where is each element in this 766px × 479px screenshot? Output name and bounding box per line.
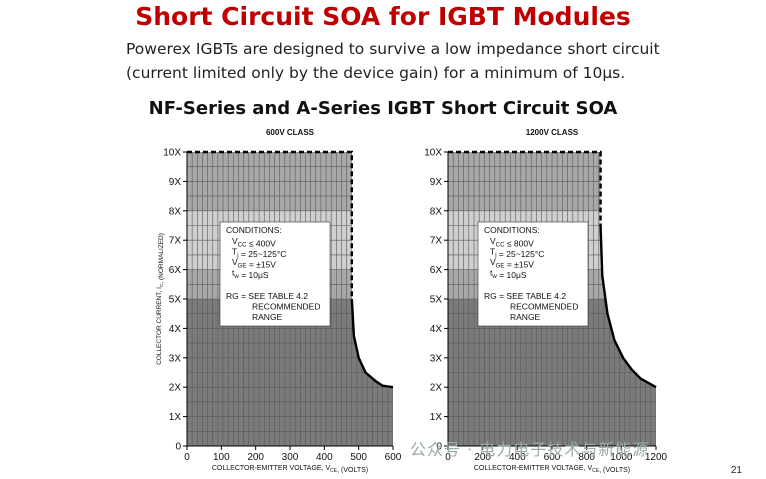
y-tick-label: 3X xyxy=(430,353,443,364)
y-tick-label: 3X xyxy=(169,353,182,364)
x-tick-label: 400 xyxy=(509,452,526,463)
conditions-box xyxy=(477,221,589,327)
conditions-heading: CONDITIONS: xyxy=(226,225,282,235)
y-tick-label: 8X xyxy=(430,206,443,217)
slide-title: Short Circuit SOA for IGBT Modules xyxy=(135,2,631,31)
y-tick-label: 9X xyxy=(169,177,182,188)
chart-group-title: NF-Series and A-Series IGBT Short Circui… xyxy=(148,98,618,119)
x-tick-label: 500 xyxy=(350,452,367,463)
soa-limit-curve xyxy=(599,225,657,389)
soa-chart-2: 0 1X 2X 3X 4X 5X 6X 7X 8X 9X 10X 0 200 400 600 800 1000 1… xyxy=(424,128,667,474)
rg-note-line: RECOMMENDED xyxy=(510,302,578,312)
soa-chart-1: 0 1X 2X 3X 4X 5X 6X 7X 8X 9X 10X 0 100 200 300 400 500 60… xyxy=(156,128,402,474)
y-tick-label: 0 xyxy=(436,442,442,453)
y-tick-label: 5X xyxy=(430,295,443,306)
y-tick-label: 4X xyxy=(169,324,182,335)
x-tick-label: 300 xyxy=(282,452,299,463)
condition-line: tw = 10μS xyxy=(490,268,527,281)
soa-limit-dashed xyxy=(187,150,353,299)
conditions-box xyxy=(219,221,331,327)
y-tick-label: 7X xyxy=(430,236,443,247)
y-tick-label: 6X xyxy=(430,265,443,276)
rg-note-line: RECOMMENDED xyxy=(252,302,320,312)
intro-line-1: Powerex IGBTs are designed to survive a … xyxy=(126,40,660,58)
condition-line: Tj = 25~125°C xyxy=(490,247,544,260)
x-tick-label: 800 xyxy=(578,452,595,463)
condition-line: VGE = ±15V xyxy=(232,257,276,270)
y-tick-label: 2X xyxy=(169,383,182,394)
y-tick-label: 4X xyxy=(430,324,443,335)
rg-note-line: RG = SEE TABLE 4.2 xyxy=(226,291,308,301)
rg-note-line: RANGE xyxy=(252,312,283,322)
x-tick-label: 100 xyxy=(213,452,230,463)
x-tick-label: 0 xyxy=(445,452,451,463)
y-tick-label: 7X xyxy=(169,236,182,247)
y-tick-label: 10X xyxy=(424,148,442,159)
chart-title: 600V CLASS xyxy=(266,128,315,137)
x-tick-label: 600 xyxy=(385,452,402,463)
soa-limit-curve xyxy=(350,298,394,389)
y-tick-label: 2X xyxy=(430,383,443,394)
x-axis-label: COLLECTOR-EMITTER VOLTAGE, VCE, (VOLTS) xyxy=(474,465,630,474)
x-tick-label: 0 xyxy=(184,452,190,463)
chart-title: 1200V CLASS xyxy=(526,128,579,137)
x-tick-label: 1000 xyxy=(610,452,633,463)
x-tick-label: 400 xyxy=(316,452,333,463)
y-tick-label: 0 xyxy=(175,442,181,453)
condition-line: VCC ≤ 800V xyxy=(490,236,534,249)
rg-note-line: RG = SEE TABLE 4.2 xyxy=(484,291,566,301)
x-axis-label: COLLECTOR-EMITTER VOLTAGE, VCE, (VOLTS) xyxy=(212,465,368,474)
y-tick-label: 10X xyxy=(163,148,181,159)
y-tick-label: 8X xyxy=(169,206,182,217)
conditions-heading: CONDITIONS: xyxy=(484,225,540,235)
page-number: 21 xyxy=(730,465,742,476)
y-tick-label: 1X xyxy=(169,412,182,423)
intro-line-2: (current limited only by the device gain… xyxy=(126,64,626,82)
x-tick-label: 1200 xyxy=(645,452,668,463)
y-tick-label: 1X xyxy=(430,412,443,423)
x-tick-label: 200 xyxy=(474,452,491,463)
x-tick-label: 600 xyxy=(544,452,561,463)
condition-line: VCC ≤ 400V xyxy=(232,236,276,249)
condition-line: tw = 10μS xyxy=(232,268,269,281)
rg-note-line: RANGE xyxy=(510,312,541,322)
y-tick-label: 9X xyxy=(430,177,443,188)
watermark: 公众号 · 电力电子技术与新能源 xyxy=(410,440,650,459)
x-tick-label: 200 xyxy=(247,452,264,463)
y-tick-label: 5X xyxy=(169,295,182,306)
y-tick-label: 6X xyxy=(169,265,182,276)
condition-line: VGE = ±15V xyxy=(490,257,534,270)
condition-line: Tj = 25~125°C xyxy=(232,247,286,260)
y-axis-label: COLLECTOR CURRENT, IC, (NORMALIZED) xyxy=(156,233,165,365)
soa-limit-dashed xyxy=(448,150,602,226)
